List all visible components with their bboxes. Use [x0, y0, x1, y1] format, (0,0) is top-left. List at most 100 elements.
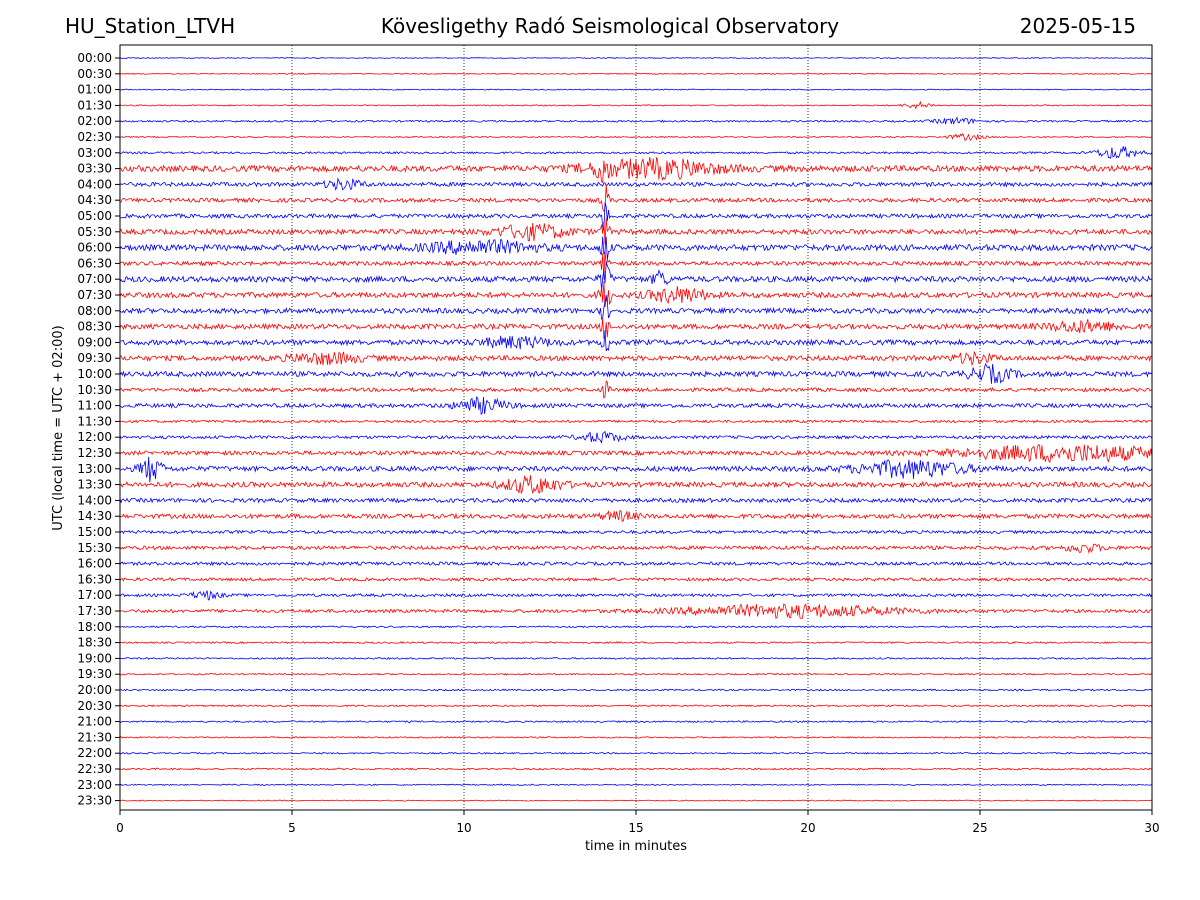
row-label-13:00: 13:00	[77, 462, 112, 476]
row-label-04:30: 04:30	[77, 193, 112, 207]
row-label-09:30: 09:30	[77, 351, 112, 365]
row-label-17:30: 17:30	[77, 604, 112, 618]
x-tick-label-25: 25	[972, 821, 987, 835]
trace-02:30	[119, 132, 1153, 142]
row-label-19:00: 19:00	[77, 651, 112, 665]
row-label-06:00: 06:00	[77, 241, 112, 255]
row-label-04:00: 04:00	[77, 177, 112, 191]
trace-16:30	[119, 576, 1153, 583]
trace-07:30	[119, 281, 1153, 308]
trace-06:00	[119, 236, 1153, 260]
row-label-01:30: 01:30	[77, 98, 112, 112]
x-tick-label-15: 15	[628, 821, 643, 835]
x-tick-label-0: 0	[116, 821, 124, 835]
trace-07:00	[119, 261, 1153, 291]
row-label-20:30: 20:30	[77, 699, 112, 713]
trace-12:00	[119, 430, 1153, 444]
row-label-14:00: 14:00	[77, 493, 112, 507]
trace-11:00	[119, 396, 1153, 416]
row-label-21:00: 21:00	[77, 715, 112, 729]
row-label-05:00: 05:00	[77, 209, 112, 223]
trace-09:00	[119, 330, 1153, 352]
trace-13:00	[119, 456, 1153, 483]
trace-21:00	[119, 720, 1153, 724]
seismic-traces	[119, 57, 1153, 802]
row-label-05:30: 05:30	[77, 225, 112, 239]
trace-18:30	[119, 641, 1153, 645]
trace-05:30	[119, 218, 1153, 245]
trace-18:00	[119, 625, 1153, 629]
row-label-21:30: 21:30	[77, 730, 112, 744]
row-label-18:00: 18:00	[77, 620, 112, 634]
trace-15:00	[119, 529, 1153, 535]
trace-19:00	[119, 656, 1153, 660]
trace-00:30	[119, 72, 1153, 75]
x-tick-label-20: 20	[800, 821, 815, 835]
trace-10:30	[119, 380, 1153, 399]
trace-11:30	[119, 419, 1153, 424]
trace-10:00	[119, 362, 1153, 384]
row-label-07:00: 07:00	[77, 272, 112, 286]
row-label-19:30: 19:30	[77, 667, 112, 681]
row-label-18:30: 18:30	[77, 636, 112, 650]
row-label-12:00: 12:00	[77, 430, 112, 444]
row-label-22:00: 22:00	[77, 746, 112, 760]
row-label-12:30: 12:30	[77, 446, 112, 460]
observatory-title: Kövesligethy Radó Seismological Observat…	[380, 14, 840, 38]
trace-05:00	[119, 202, 1153, 231]
plot-area	[120, 45, 1152, 810]
row-label-00:30: 00:30	[77, 67, 112, 81]
row-label-16:00: 16:00	[77, 557, 112, 571]
record-date: 2025-05-15	[1019, 14, 1136, 38]
row-label-02:00: 02:00	[77, 114, 112, 128]
row-label-20:00: 20:00	[77, 683, 112, 697]
row-label-17:00: 17:00	[77, 588, 112, 602]
trace-22:30	[119, 767, 1153, 771]
station-name: HU_Station_LTVH	[65, 14, 236, 38]
trace-01:00	[119, 88, 1153, 91]
trace-20:30	[119, 704, 1153, 708]
row-label-06:30: 06:30	[77, 256, 112, 270]
trace-17:30	[119, 603, 1153, 619]
trace-04:30	[119, 184, 1153, 212]
trace-06:30	[119, 250, 1153, 280]
row-label-11:30: 11:30	[77, 414, 112, 428]
trace-20:00	[119, 688, 1153, 692]
trace-23:30	[119, 799, 1153, 802]
trace-15:30	[119, 543, 1153, 555]
trace-03:00	[120, 146, 1153, 159]
row-label-15:30: 15:30	[77, 541, 112, 555]
trace-08:00	[119, 295, 1153, 320]
row-label-03:00: 03:00	[77, 146, 112, 160]
row-label-23:30: 23:30	[77, 794, 112, 808]
x-axis-ticks: 0 5 10 15 20 25 30	[116, 810, 1160, 835]
trace-16:00	[119, 560, 1153, 567]
row-label-13:30: 13:30	[77, 478, 112, 492]
trace-02:00	[119, 116, 1153, 125]
trace-01:30	[119, 100, 1153, 110]
row-label-14:30: 14:30	[77, 509, 112, 523]
row-label-00:00: 00:00	[77, 51, 112, 65]
row-label-02:30: 02:30	[77, 130, 112, 144]
trace-09:30	[119, 351, 1153, 367]
trace-13:30	[119, 475, 1153, 494]
row-label-10:30: 10:30	[77, 383, 112, 397]
trace-19:30	[119, 672, 1153, 676]
trace-00:00	[119, 57, 1152, 59]
trace-04:00	[119, 177, 1153, 191]
row-label-16:30: 16:30	[77, 572, 112, 586]
trace-12:30	[119, 444, 1153, 464]
row-label-08:00: 08:00	[77, 304, 112, 318]
trace-17:00	[119, 590, 1153, 601]
row-label-11:00: 11:00	[77, 399, 112, 413]
trace-14:00	[119, 497, 1153, 504]
row-label-22:30: 22:30	[77, 762, 112, 776]
row-label-23:00: 23:00	[77, 778, 112, 792]
row-label-01:00: 01:00	[77, 83, 112, 97]
trace-03:30	[119, 156, 1153, 183]
row-label-07:30: 07:30	[77, 288, 112, 302]
y-axis-label: UTC (local time = UTC + 02:00)	[51, 325, 66, 530]
plot-frame	[119, 44, 1153, 811]
